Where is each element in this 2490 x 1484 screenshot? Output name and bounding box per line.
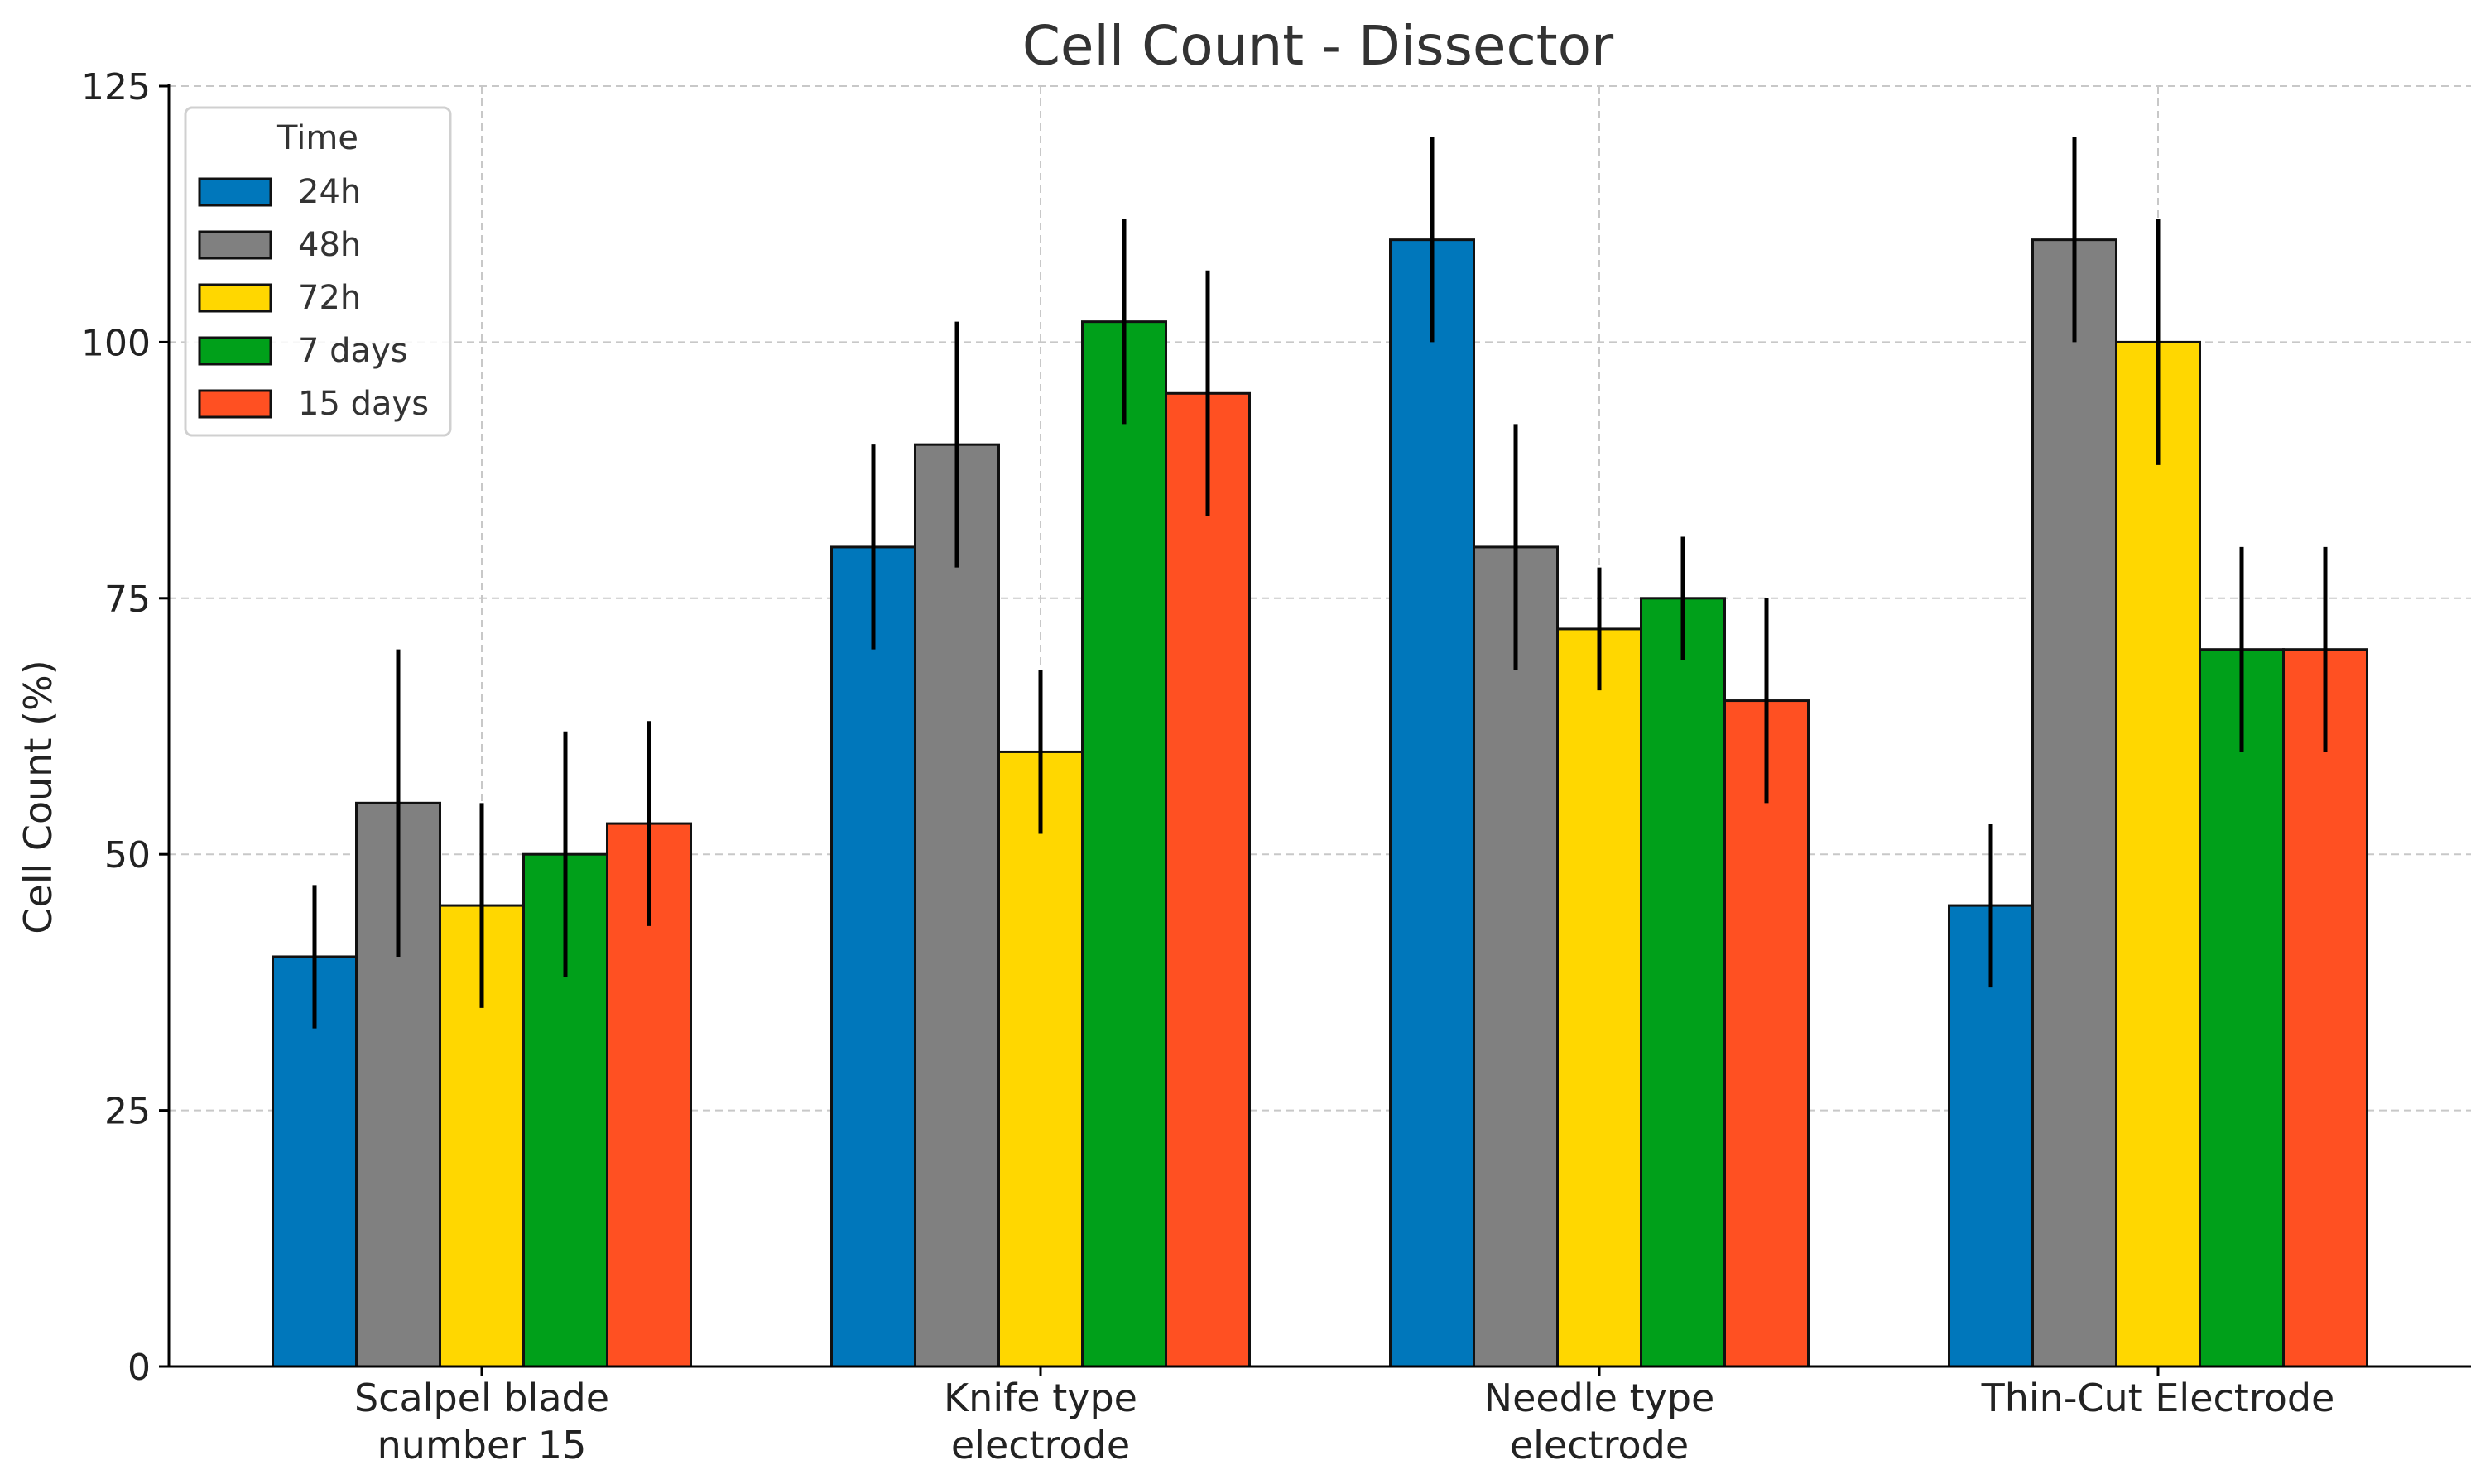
- legend-title: Time: [276, 119, 358, 157]
- bar: [914, 443, 1000, 1368]
- legend-label: 15 days: [298, 385, 429, 423]
- bar: [1640, 597, 1726, 1368]
- bar: [1556, 627, 1642, 1368]
- y-tick-label: 25: [104, 1091, 151, 1133]
- legend-swatch: [198, 283, 272, 313]
- y-tick-label: 50: [104, 834, 151, 876]
- legend-swatch: [198, 389, 272, 419]
- x-tick-label: Thin-Cut Electrode: [1981, 1376, 2335, 1420]
- legend-label: 72h: [298, 279, 361, 317]
- legend-swatch: [198, 177, 272, 207]
- y-tick-label: 0: [127, 1347, 151, 1389]
- x-tick-label: electrode: [1510, 1423, 1689, 1467]
- bar: [2031, 238, 2117, 1368]
- legend: Time 24h 48h 72h 7 days 15 days: [184, 106, 452, 437]
- y-tick-label: 100: [81, 322, 151, 364]
- legend-label: 24h: [298, 173, 361, 211]
- bar: [1081, 320, 1167, 1368]
- bar: [2115, 340, 2201, 1368]
- bar: [1165, 391, 1251, 1368]
- x-tick-label: electrode: [951, 1423, 1130, 1467]
- y-axis-title: Cell Count (%): [16, 660, 60, 934]
- bar: [2199, 648, 2285, 1368]
- legend-swatch: [198, 336, 272, 366]
- x-tick-label: number 15: [377, 1423, 587, 1467]
- bars: [272, 238, 2368, 1368]
- error-bars: [312, 137, 2328, 1029]
- legend-label: 7 days: [298, 332, 408, 370]
- x-tick-label: Needle type: [1484, 1376, 1715, 1420]
- legend-label: 48h: [298, 226, 361, 264]
- bar: [2282, 648, 2368, 1368]
- y-tick-label: 125: [81, 66, 151, 108]
- legend-swatch: [198, 230, 272, 260]
- y-tick-label: 75: [104, 579, 151, 621]
- x-tick-label: Knife type: [944, 1376, 1137, 1420]
- chart-title: Cell Count - Dissector: [1022, 14, 1614, 78]
- bar: [830, 545, 916, 1368]
- bar: [1389, 238, 1475, 1368]
- x-tick-label: Scalpel blade: [354, 1376, 609, 1420]
- bar: [997, 750, 1084, 1368]
